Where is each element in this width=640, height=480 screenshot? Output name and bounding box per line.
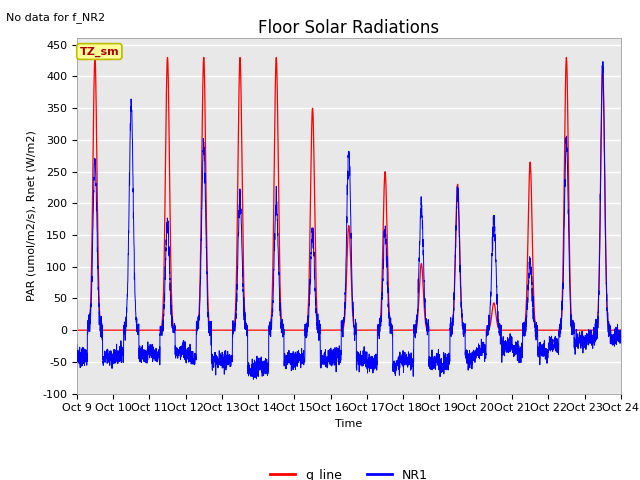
Text: TZ_sm: TZ_sm: [79, 47, 119, 57]
X-axis label: Time: Time: [335, 419, 362, 429]
Legend: q_line, NR1: q_line, NR1: [265, 464, 433, 480]
Text: No data for f_NR2: No data for f_NR2: [6, 12, 106, 23]
Title: Floor Solar Radiations: Floor Solar Radiations: [258, 19, 440, 37]
Y-axis label: PAR (umol/m2/s), Rnet (W/m2): PAR (umol/m2/s), Rnet (W/m2): [26, 131, 36, 301]
